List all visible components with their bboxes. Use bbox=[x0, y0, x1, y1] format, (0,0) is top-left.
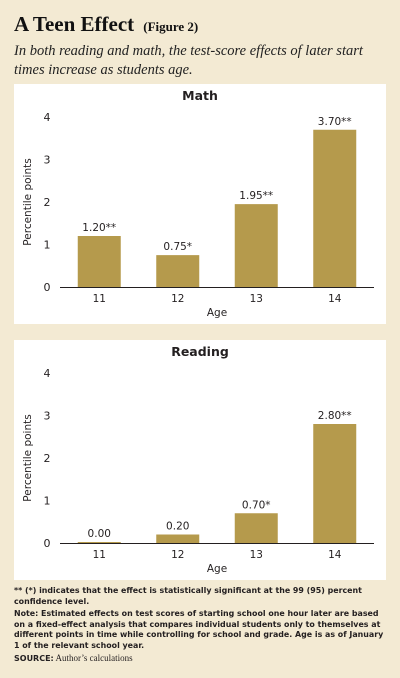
source-line: SOURCE: Author’s calculations bbox=[14, 653, 388, 665]
x-axis-label: Age bbox=[207, 307, 227, 319]
y-tick-label: 0 bbox=[44, 537, 51, 550]
x-axis-label: Age bbox=[207, 563, 227, 575]
bar bbox=[156, 534, 200, 543]
bar bbox=[156, 255, 200, 287]
y-tick-label: 0 bbox=[44, 281, 51, 294]
chart-title: Reading bbox=[171, 344, 229, 359]
x-tick-label: 12 bbox=[171, 549, 184, 561]
figure-label: (Figure 2) bbox=[143, 19, 199, 34]
bar bbox=[234, 204, 278, 287]
method-note: Note: Estimated effects on test scores o… bbox=[14, 609, 384, 650]
bar bbox=[77, 236, 121, 287]
source-label: SOURCE: bbox=[14, 654, 54, 663]
data-label: 0.75* bbox=[163, 241, 192, 253]
data-label: 0.20 bbox=[166, 521, 189, 533]
bar bbox=[234, 513, 278, 543]
x-tick-label: 13 bbox=[250, 549, 263, 561]
y-tick-label: 3 bbox=[44, 410, 51, 423]
significance-note: ** (*) indicates that the effect is stat… bbox=[14, 586, 362, 606]
bar bbox=[313, 129, 357, 287]
x-tick-label: 11 bbox=[93, 293, 106, 305]
y-tick-label: 2 bbox=[44, 196, 51, 209]
math-chart-panel: Math Percentile points 0 1 2 3 4 1.20** 11 0.75* 1… bbox=[14, 84, 386, 324]
data-label: 3.70** bbox=[318, 116, 352, 128]
x-tick-label: 13 bbox=[250, 293, 263, 305]
chart-title: Math bbox=[182, 88, 218, 103]
y-tick-label: 1 bbox=[44, 495, 51, 508]
y-tick-label: 4 bbox=[44, 367, 51, 380]
x-tick-label: 12 bbox=[171, 293, 184, 305]
y-axis-label: Percentile points bbox=[22, 414, 34, 501]
x-tick-label: 14 bbox=[328, 293, 342, 305]
source-text: Author’s calculations bbox=[55, 653, 133, 663]
x-tick-label: 14 bbox=[328, 549, 342, 561]
y-tick-label: 4 bbox=[44, 111, 51, 124]
y-axis-label: Percentile points bbox=[22, 158, 34, 245]
figure-subtitle: In both reading and math, the test-score… bbox=[14, 43, 363, 78]
y-tick-label: 2 bbox=[44, 452, 51, 465]
reading-chart-panel: Reading Percentile points 0 1 2 3 4 0.00 11 0.20 1… bbox=[14, 340, 386, 580]
data-label: 0.70* bbox=[242, 499, 271, 511]
bar bbox=[313, 424, 357, 543]
data-label: 2.80** bbox=[318, 410, 352, 422]
figure-notes: ** (*) indicates that the effect is stat… bbox=[14, 586, 388, 667]
data-label: 1.20** bbox=[82, 222, 116, 234]
figure-title: A Teen Effect bbox=[14, 12, 135, 36]
y-tick-label: 1 bbox=[44, 239, 51, 252]
data-label: 1.95** bbox=[239, 190, 273, 202]
y-tick-label: 3 bbox=[44, 154, 51, 167]
figure-heading: A Teen Effect (Figure 2) bbox=[14, 12, 198, 37]
data-label: 0.00 bbox=[88, 528, 111, 540]
x-tick-label: 11 bbox=[93, 549, 106, 561]
bar bbox=[77, 542, 121, 543]
